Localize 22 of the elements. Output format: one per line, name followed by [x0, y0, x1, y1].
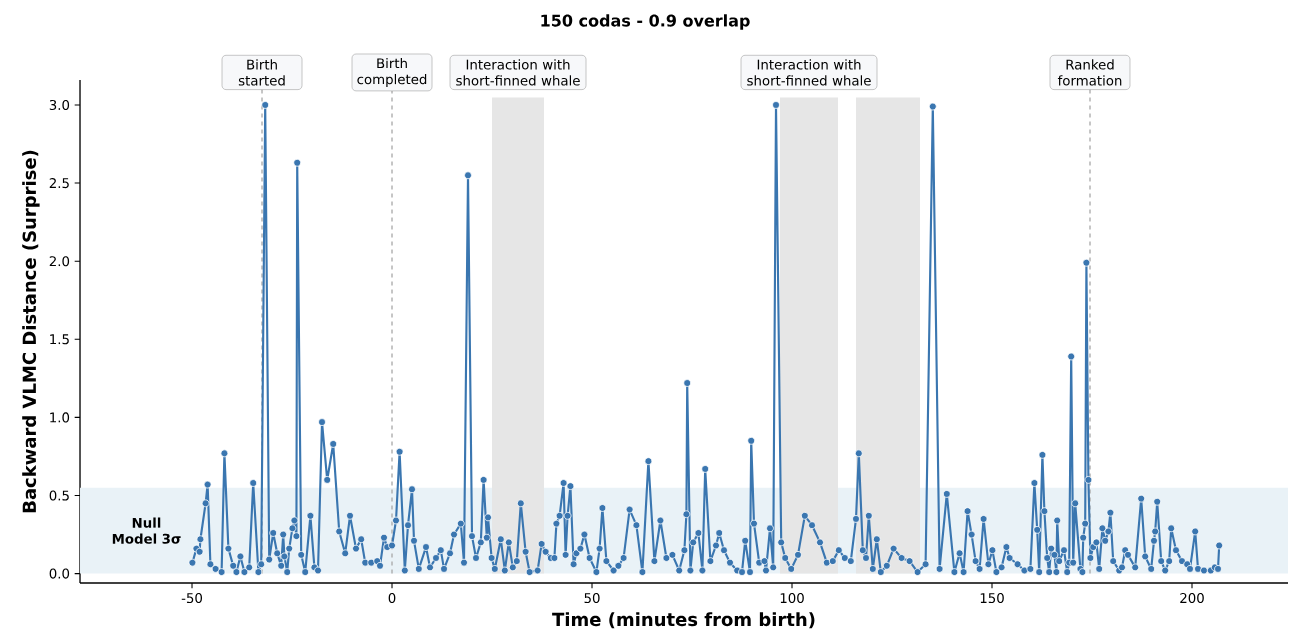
ref-line-label: Birth completed — [357, 57, 427, 87]
chart-title: 150 codas - 0.9 overlap — [541, 14, 750, 30]
y-tick-label: 3.0 — [49, 99, 70, 111]
ref-line-label: Birth started — [238, 59, 285, 86]
y-tick-label: 1.0 — [50, 412, 70, 423]
y-tick-label: 0.0 — [49, 568, 70, 579]
y-tick-label: 2.5 — [49, 178, 69, 189]
y-tick-label: 0.5 — [49, 490, 69, 501]
x-axis-title: Time (minutes from birth) — [552, 612, 815, 629]
ref-line-label: Ranked formation — [1057, 59, 1122, 86]
y-axis-title: Backward VLMC Distance (Surprise) — [22, 150, 40, 513]
y-tick-label: 1.5 — [50, 334, 69, 345]
x-tick-label: 50 — [584, 593, 600, 604]
band-label: Null Model 3σ — [112, 517, 181, 544]
x-tick-label: 0 — [388, 593, 396, 604]
x-tick-label: 150 — [980, 593, 1004, 604]
band-label: Interaction with short-finned whale — [747, 59, 871, 86]
x-tick-label: 200 — [1180, 593, 1204, 604]
band-label: Interaction with short-finned whale — [456, 59, 580, 86]
x-tick-label: -50 — [181, 593, 203, 604]
x-tick-label: 100 — [780, 593, 804, 604]
y-tick-label: 2.0 — [49, 256, 70, 267]
